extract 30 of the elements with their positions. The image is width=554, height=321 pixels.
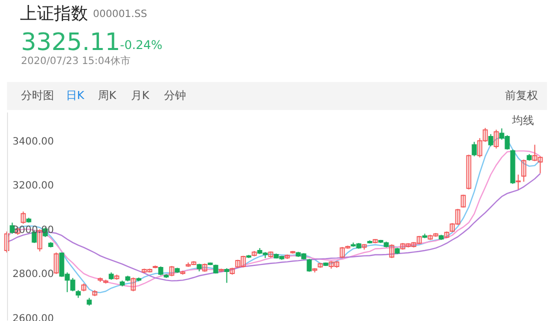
text: 日K xyxy=(66,89,85,102)
candlestick xyxy=(306,258,312,272)
text: 3325.11 xyxy=(21,28,120,56)
chart-title: 上证指数 xyxy=(20,4,88,24)
y-tick-label: 2800.00 xyxy=(12,269,54,280)
y-tick-label: 3400.00 xyxy=(12,136,54,148)
candlestick xyxy=(389,244,394,259)
candlestick xyxy=(488,134,494,147)
text: 前复权 xyxy=(505,89,538,102)
candlestick xyxy=(460,194,466,208)
candlestick xyxy=(224,268,230,284)
text: 月K xyxy=(131,89,150,102)
text: 周K xyxy=(98,89,117,102)
text: 2020/07/23 15:04休市 xyxy=(21,55,131,67)
text: 分时图 xyxy=(21,89,54,102)
candlestick xyxy=(494,129,499,150)
candlestick xyxy=(54,252,59,274)
chart-subtitle: 000001.SS xyxy=(93,9,148,20)
candlestick xyxy=(130,277,136,292)
text: 分钟 xyxy=(164,89,186,102)
candlestick xyxy=(4,230,10,254)
annotation: 均线 xyxy=(511,114,534,127)
candlestick xyxy=(466,154,472,190)
candlestick xyxy=(169,266,174,277)
candlestick xyxy=(472,141,477,157)
text: -0.24% xyxy=(120,38,162,52)
candlestick xyxy=(521,159,526,182)
candlestick xyxy=(516,174,521,190)
y-tick-label: 3200.00 xyxy=(12,180,54,192)
candlestick xyxy=(20,211,26,224)
